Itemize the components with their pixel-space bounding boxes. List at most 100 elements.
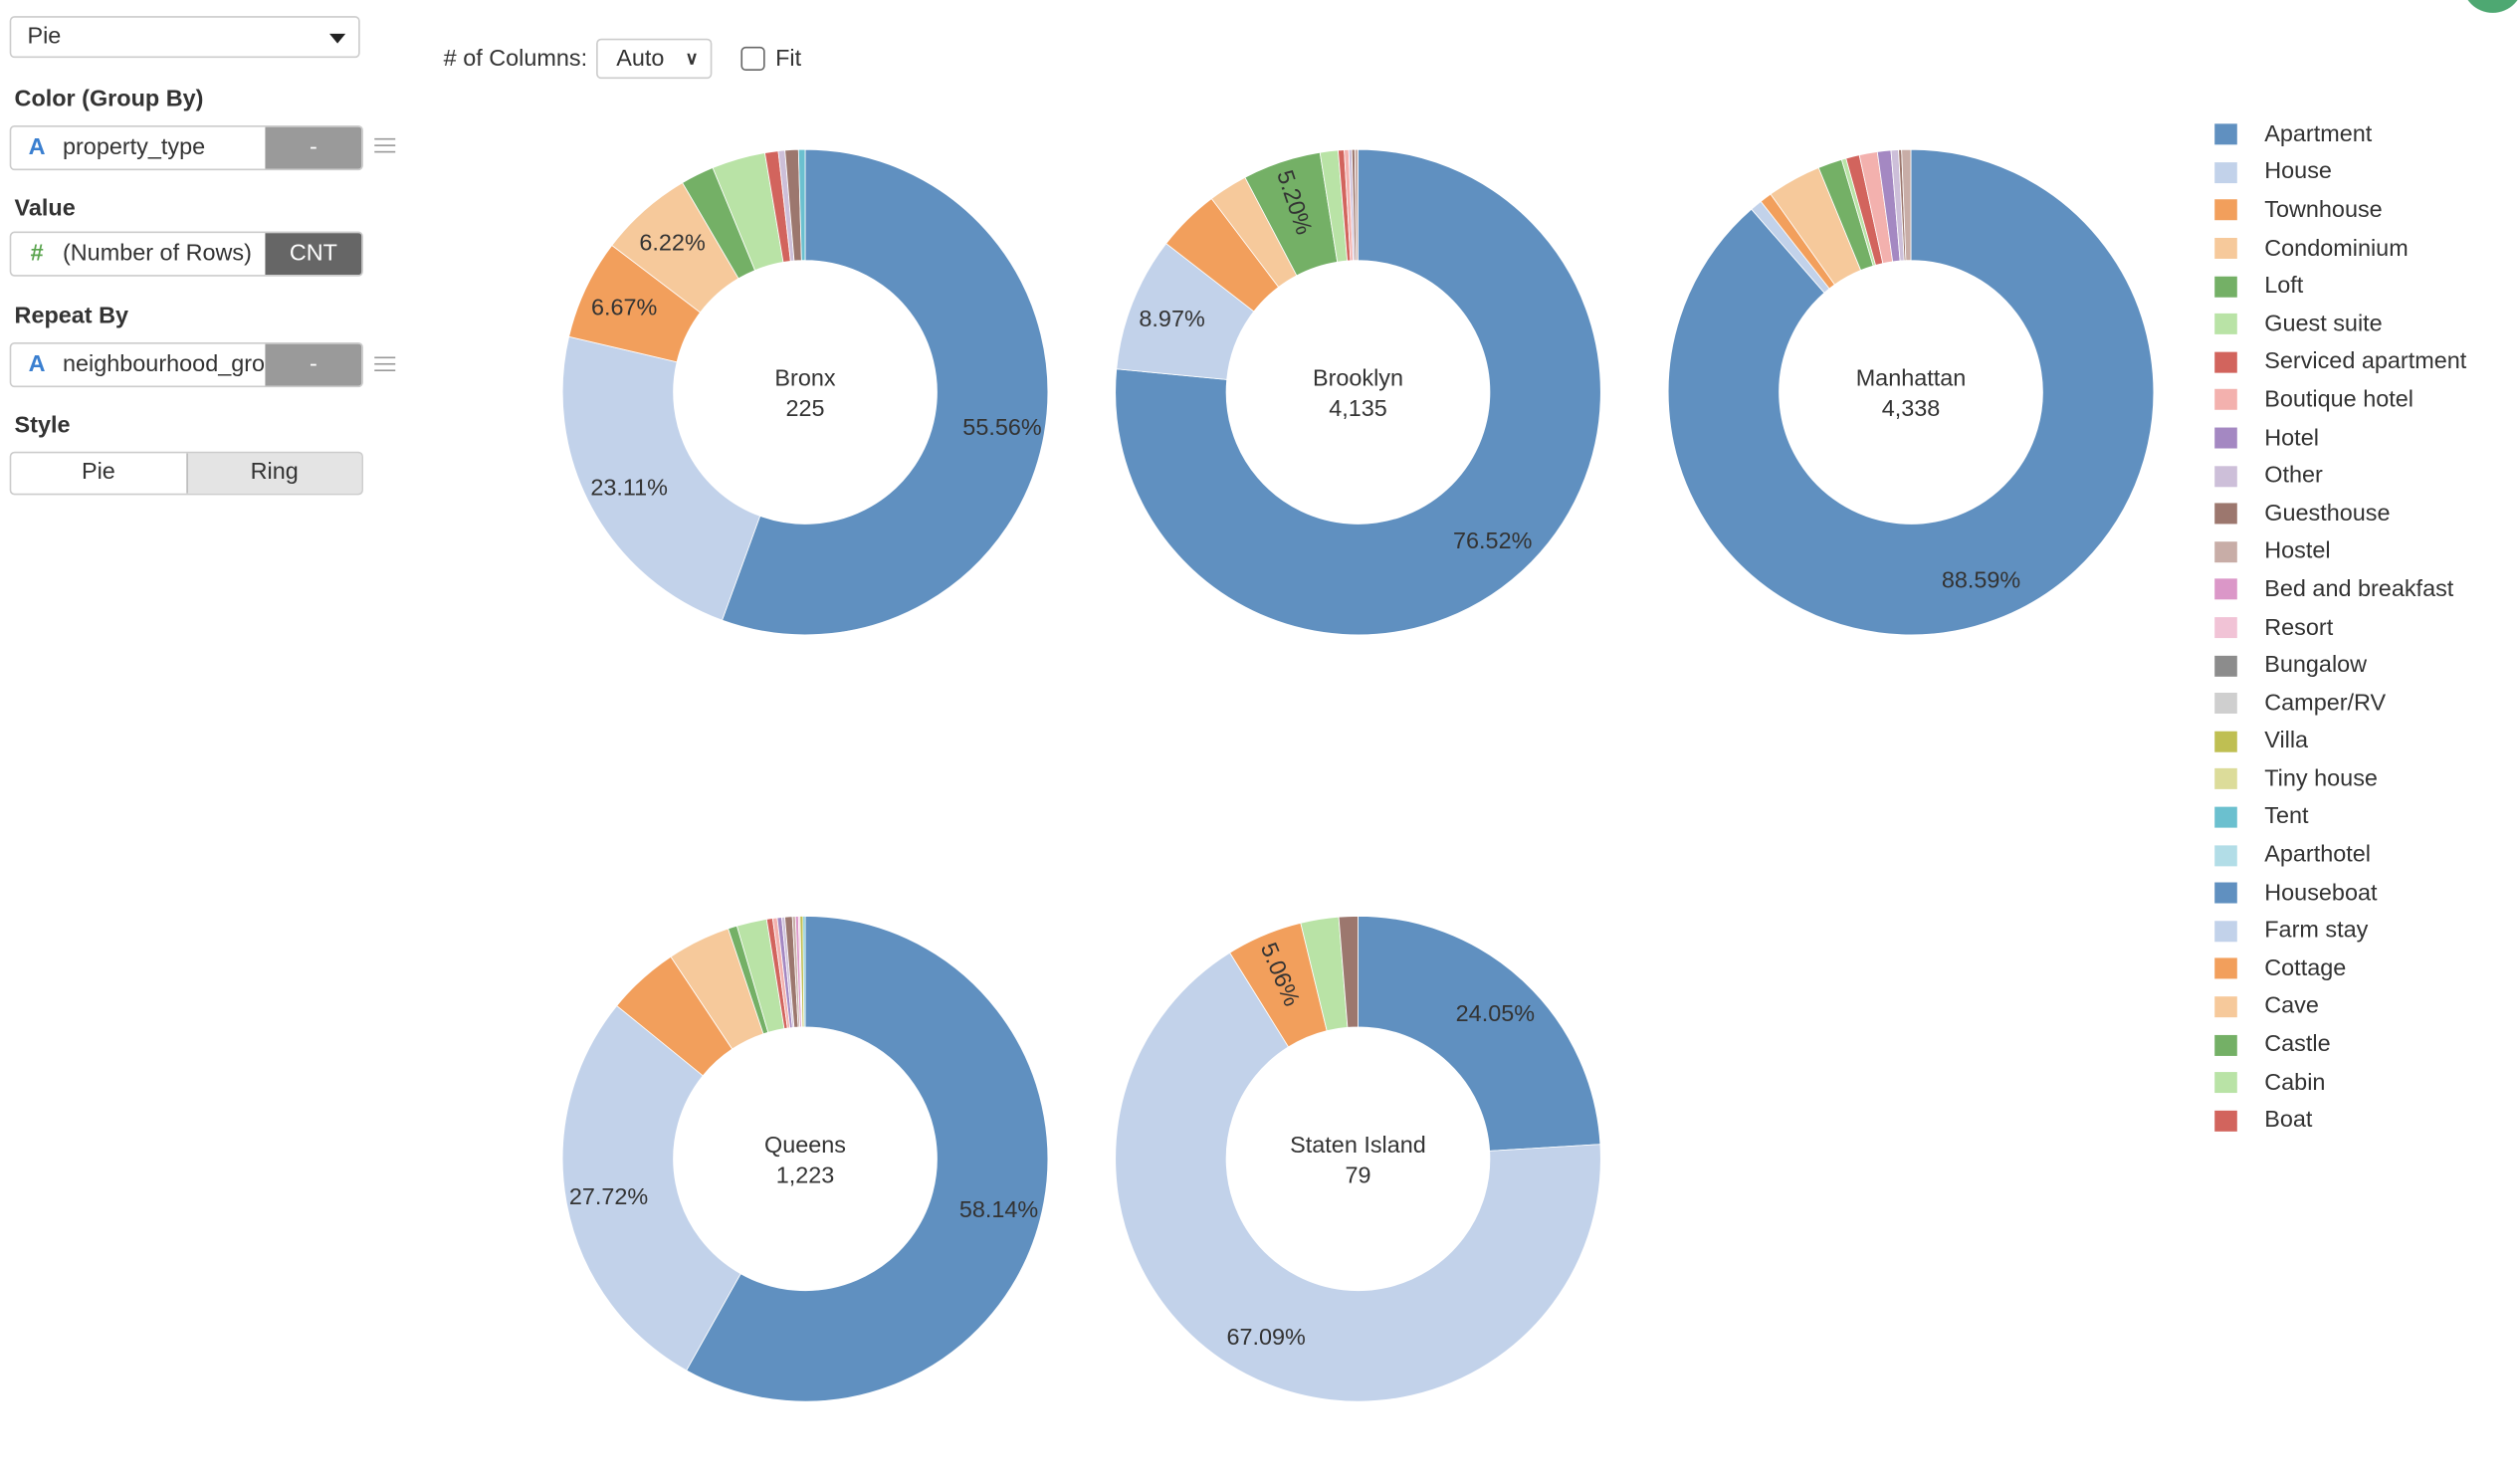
slice-serviced-apartment[interactable] (1338, 149, 1352, 262)
chart-type-select[interactable]: Pie (9, 16, 360, 59)
style-toggle[interactable]: Pie Ring (9, 451, 363, 496)
slice-villa[interactable] (799, 916, 805, 1028)
slice-other[interactable] (1348, 148, 1356, 262)
legend-item[interactable]: Camper/RV (2214, 685, 2466, 723)
value-agg-button[interactable]: CNT (265, 233, 362, 276)
slice-guest-suite[interactable] (712, 152, 784, 272)
slice-boutique-hotel[interactable] (1858, 151, 1894, 265)
slice-guesthouse[interactable] (1898, 148, 1907, 262)
slice-townhouse[interactable] (1165, 198, 1280, 313)
legend-item[interactable]: Cottage (2214, 950, 2466, 987)
color-agg-button[interactable]: - (265, 126, 362, 169)
slice-house[interactable] (1751, 200, 1830, 294)
style-label: Style (14, 413, 71, 439)
slice-guesthouse[interactable] (1351, 148, 1358, 262)
hamburger-menu-icon[interactable] (374, 352, 396, 376)
repeat-column-pill[interactable]: A neighbourhood_group - (9, 341, 363, 388)
slice-tent[interactable] (797, 148, 806, 262)
repeat-agg-button[interactable]: - (265, 343, 362, 386)
legend-item[interactable]: Farm stay (2214, 912, 2466, 950)
legend-item[interactable]: Tent (2214, 798, 2466, 836)
slice-bed-and-breakfast[interactable] (794, 916, 802, 1028)
slice-house[interactable] (561, 1004, 741, 1372)
style-pie-option[interactable]: Pie (81, 459, 115, 486)
slice-townhouse[interactable] (1229, 922, 1328, 1048)
slice-hostel[interactable] (1354, 148, 1359, 262)
legend-item[interactable]: Hostel (2214, 532, 2466, 570)
slice-house[interactable] (1116, 243, 1255, 380)
slice-serviced-apartment[interactable] (765, 918, 788, 1030)
slice-house[interactable] (561, 335, 761, 621)
slice-guest-suite[interactable] (735, 919, 785, 1033)
slice-loft[interactable] (682, 167, 756, 280)
legend-item[interactable]: Villa (2214, 723, 2466, 760)
slice-guest-suite[interactable] (1300, 916, 1349, 1032)
value-column-pill[interactable]: # (Number of Rows) CNT (9, 231, 363, 277)
facet-name: Bronx (774, 365, 835, 391)
slice-resort[interactable] (797, 916, 803, 1028)
legend-item[interactable]: Bed and breakfast (2214, 570, 2466, 608)
slice-loft[interactable] (728, 925, 769, 1035)
slice-hostel[interactable] (1901, 148, 1912, 262)
legend-item[interactable]: Other (2214, 457, 2466, 495)
slice-condominium[interactable] (611, 182, 739, 314)
slice-serviced-apartment[interactable] (1845, 154, 1884, 266)
fit-checkbox[interactable] (741, 46, 766, 72)
legend-item[interactable]: Cave (2214, 988, 2466, 1026)
slice-loft[interactable] (1817, 158, 1874, 272)
slice-serviced-apartment[interactable] (763, 150, 791, 263)
slice-apartment[interactable] (686, 916, 1049, 1402)
slice-guest-suite[interactable] (1840, 157, 1877, 267)
slice-loft[interactable] (1244, 151, 1339, 277)
legend-item[interactable]: Condominium (2214, 230, 2466, 268)
slice-guesthouse[interactable] (784, 916, 799, 1028)
legend-item[interactable]: Bungalow (2214, 647, 2466, 685)
slice-townhouse[interactable] (1760, 193, 1836, 290)
slice-townhouse[interactable] (568, 244, 702, 363)
slice-guesthouse[interactable] (1338, 916, 1359, 1028)
slice-condominium[interactable] (670, 928, 764, 1050)
slice-condominium[interactable] (1770, 166, 1862, 286)
legend-item[interactable]: Loft (2214, 268, 2466, 306)
slice-house[interactable] (1115, 952, 1601, 1402)
slice-apartment[interactable] (1115, 148, 1601, 636)
legend-item[interactable]: House (2214, 153, 2466, 191)
style-ring-option[interactable]: Ring (185, 453, 362, 494)
legend-item[interactable]: Hotel (2214, 419, 2466, 457)
avatar[interactable] (2461, 0, 2520, 13)
slice-percent-label: 8.97% (1139, 306, 1204, 331)
legend-item[interactable]: Apartment (2214, 115, 2466, 153)
slice-other[interactable] (1890, 149, 1905, 262)
legend-item[interactable]: Resort (2214, 609, 2466, 647)
legend-item[interactable]: Castle (2214, 1026, 2466, 1064)
legend-item[interactable]: Guest suite (2214, 306, 2466, 343)
color-column-pill[interactable]: A property_type - (9, 124, 363, 171)
slice-apartment[interactable] (722, 148, 1049, 636)
slice-guesthouse[interactable] (784, 148, 802, 262)
slice-boutique-hotel[interactable] (771, 917, 791, 1029)
slice-other[interactable] (777, 149, 795, 262)
slice-guest-suite[interactable] (1319, 149, 1349, 263)
slice-boutique-hotel[interactable] (1344, 148, 1354, 262)
legend-item[interactable]: Boat (2214, 1102, 2466, 1140)
legend-item[interactable]: Houseboat (2214, 874, 2466, 912)
slice-hotel[interactable] (776, 917, 793, 1029)
slice-condominium[interactable] (1210, 176, 1298, 288)
hamburger-menu-icon[interactable] (374, 133, 396, 157)
legend-item[interactable]: Cabin (2214, 1064, 2466, 1102)
slice-apartment[interactable] (1667, 148, 2155, 636)
legend-item[interactable]: Guesthouse (2214, 495, 2466, 532)
columns-select[interactable]: Auto ∨ (596, 38, 714, 80)
slice-apartment[interactable] (1358, 916, 1601, 1152)
slice-townhouse[interactable] (616, 955, 734, 1077)
slice-other[interactable] (781, 916, 795, 1028)
slice-tent[interactable] (802, 916, 806, 1028)
legend-item[interactable]: Boutique hotel (2214, 381, 2466, 419)
legend-item[interactable]: Aparthotel (2214, 836, 2466, 874)
slice-hotel[interactable] (1876, 149, 1901, 263)
legend-item[interactable]: Serviced apartment (2214, 343, 2466, 381)
legend-swatch (2214, 540, 2237, 562)
legend-item[interactable]: Tiny house (2214, 760, 2466, 798)
slice-hostel[interactable] (791, 916, 801, 1028)
legend-item[interactable]: Townhouse (2214, 191, 2466, 229)
